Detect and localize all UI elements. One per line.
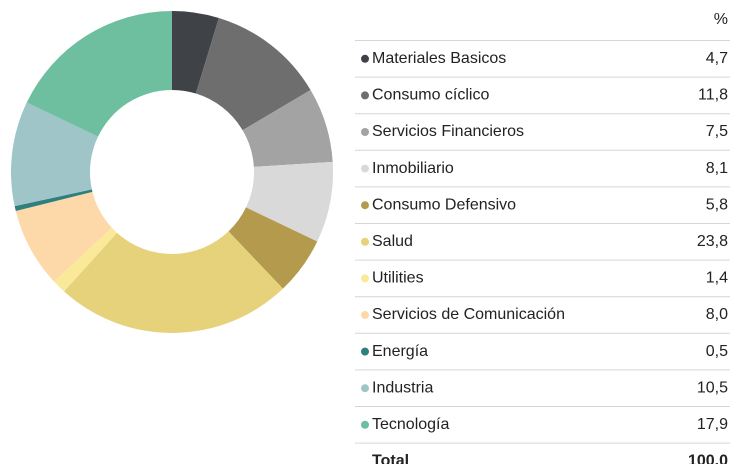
legend-dot: [361, 347, 369, 356]
legend-dot: [361, 237, 369, 246]
unit-header: %: [714, 11, 728, 28]
legend-dot: [361, 311, 369, 319]
legend-label: Utilities: [372, 270, 424, 287]
donut-slice: [15, 191, 112, 282]
value-label: 1,4: [706, 270, 728, 287]
legend-label: Materiales Basicos: [372, 50, 506, 67]
value-label: 23,8: [697, 233, 728, 250]
donut-slice: [26, 11, 172, 137]
legend-label: Salud: [372, 233, 413, 250]
legend-dot: [361, 128, 369, 136]
value-label: 11,8: [698, 87, 728, 104]
value-label: 17,9: [697, 416, 728, 433]
donut-slice: [53, 227, 118, 292]
legend-label: Servicios Financieros: [372, 123, 524, 140]
value-label: 8,0: [706, 306, 728, 323]
legend-label: Energía: [372, 343, 428, 360]
value-label: 4,7: [706, 50, 728, 67]
value-label: 7,5: [706, 123, 728, 140]
legend-dot: [361, 201, 369, 210]
legend-label: Inmobiliario: [372, 160, 454, 177]
value-label: 5,8: [706, 196, 728, 213]
legend-dot: [361, 274, 369, 283]
total-label: Total: [372, 453, 409, 464]
legend-dot: [361, 420, 369, 429]
donut-slice: [10, 102, 99, 207]
donut-slice: [245, 161, 333, 242]
value-label: 8,1: [706, 160, 728, 177]
legend-dot: [361, 164, 369, 173]
total-value: 100,0: [688, 453, 728, 464]
legend-dot: [361, 384, 369, 393]
donut-slice: [14, 189, 93, 212]
donut-slice: [242, 90, 333, 167]
donut-slice: [64, 231, 283, 333]
legend-dot: [361, 54, 369, 63]
legend-dot: [361, 91, 369, 100]
value-label: 10,5: [697, 379, 728, 396]
legend-label: Industria: [372, 379, 433, 396]
legend-label: Consumo cíclico: [372, 87, 489, 104]
donut-slice: [172, 11, 219, 94]
value-label: 0,5: [706, 343, 728, 360]
legend-label: Servicios de Comunicación: [372, 306, 565, 323]
legend-label: Tecnología: [372, 416, 449, 433]
donut-slice: [195, 17, 311, 131]
legend-label: Consumo Defensivo: [372, 196, 516, 213]
donut-slice: [228, 207, 318, 289]
